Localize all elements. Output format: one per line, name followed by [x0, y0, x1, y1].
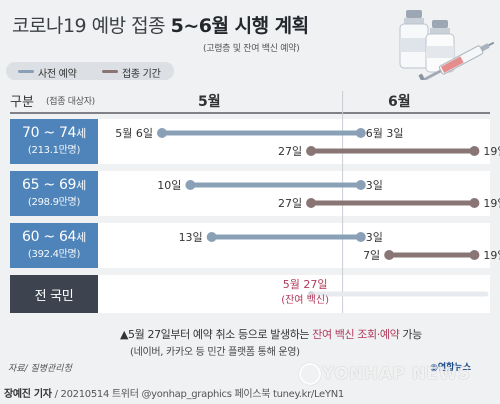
vaccine-vials-syringe-icon	[399, 10, 495, 80]
target-count-65-69: (298.9만명)	[27, 197, 81, 208]
vaccination-0-start-label: 27일	[278, 144, 302, 158]
source: 자료/ 질병관리청	[8, 364, 72, 374]
vaccination-1-end-label: 19일	[483, 196, 500, 210]
subtitle: (고령층 및 잔여 백신 예약)	[203, 44, 300, 54]
vaccination-1-end-point	[469, 198, 480, 208]
legend-vaccination-swatch	[102, 70, 118, 73]
credit-line: 장예진 기자 / 20210514 트위터 @yonhap_graphics 페…	[4, 389, 344, 400]
vaccination-2-start-label: 7일	[363, 248, 380, 262]
age-unit: 세	[76, 127, 86, 140]
page-title: 코로나19 예방 접종 5~6월 시행 계획	[12, 15, 309, 37]
row-label-box	[10, 223, 98, 268]
age-range-65-69: 65 ~ 69	[22, 177, 77, 193]
reservation-2-end-label: 3일	[366, 230, 383, 244]
vaccination-0-end-point	[469, 146, 480, 156]
watermark: YONHAP NEWS	[322, 364, 471, 384]
yonhap-logo: ◉연합뉴스	[430, 363, 471, 373]
vaccination-0-end-label: 19일	[483, 144, 500, 158]
vaccination-2-end-label: 19일	[483, 248, 500, 262]
watermark-logo-icon	[299, 363, 321, 385]
vaccination-2-end-point	[469, 250, 480, 260]
reservation-1-start-point	[185, 180, 196, 190]
vaccination-2-start-point	[384, 250, 395, 260]
footnote-line-2: (네이버, 카카오 등 민간 플랫폼 통해 운영)	[130, 347, 300, 358]
header-category: 구분	[10, 95, 34, 110]
national-start-sublabel: (잔여 백신)	[281, 294, 329, 306]
reservation-0-end-label: 6월 3일	[366, 126, 404, 140]
row-label-60-64: 60 ~ 64세 (392.4만명)	[10, 223, 98, 268]
row-label-national: 전 국민	[10, 275, 98, 313]
vaccination-0-start-point	[306, 146, 317, 156]
legend-vaccination-label: 접종 기간	[122, 69, 161, 80]
row-label-65-69: 65 ~ 69세 (298.9만명)	[10, 171, 98, 216]
age-range-60-64: 60 ~ 64	[22, 229, 77, 245]
reservation-1-end-point	[355, 180, 366, 190]
month-label-june: 6월	[388, 94, 411, 110]
national-start-point	[308, 291, 315, 297]
row-label-70-74: 70 ~ 74세 (213.1만명)	[10, 119, 98, 164]
national-start-label: 5월 27일	[283, 277, 328, 291]
header-category-sub: (접종 대상자)	[46, 97, 95, 107]
footnote-line-1: ▲5월 27일부터 예약 취소 등으로 발생하는 잔여 백신 조회·예약 가능	[120, 328, 422, 341]
target-count-70-74: (213.1만명)	[27, 145, 81, 156]
reservation-1-end-label: 3일	[366, 178, 383, 192]
target-count-60-64: (392.4만명)	[27, 249, 81, 260]
reservation-0-start-label: 5월 6일	[115, 126, 153, 140]
age-unit: 세	[76, 179, 86, 192]
reservation-2-end-point	[355, 232, 366, 242]
vaccination-1-start-point	[306, 198, 317, 208]
reservation-2-start-point	[206, 232, 217, 242]
national-label: 전 국민	[34, 289, 74, 304]
legend-reservation-label: 사전 예약	[38, 69, 77, 80]
row-label-box	[10, 119, 98, 164]
row-label-box	[10, 171, 98, 216]
vaccination-1-start-label: 27일	[278, 196, 302, 210]
reservation-1-start-label: 10일	[157, 178, 181, 192]
legend: 사전 예약 접종 기간	[6, 62, 174, 80]
reservation-0-start-point	[157, 128, 167, 138]
reservation-2-start-label: 13일	[179, 230, 203, 244]
age-unit: 세	[76, 231, 86, 244]
age-range-70-74: 70 ~ 74	[22, 125, 77, 141]
reservation-0-end-point	[355, 128, 366, 138]
month-label-may: 5월	[198, 94, 221, 110]
legend-reservation-swatch	[18, 70, 34, 73]
row-label-box	[10, 275, 98, 313]
